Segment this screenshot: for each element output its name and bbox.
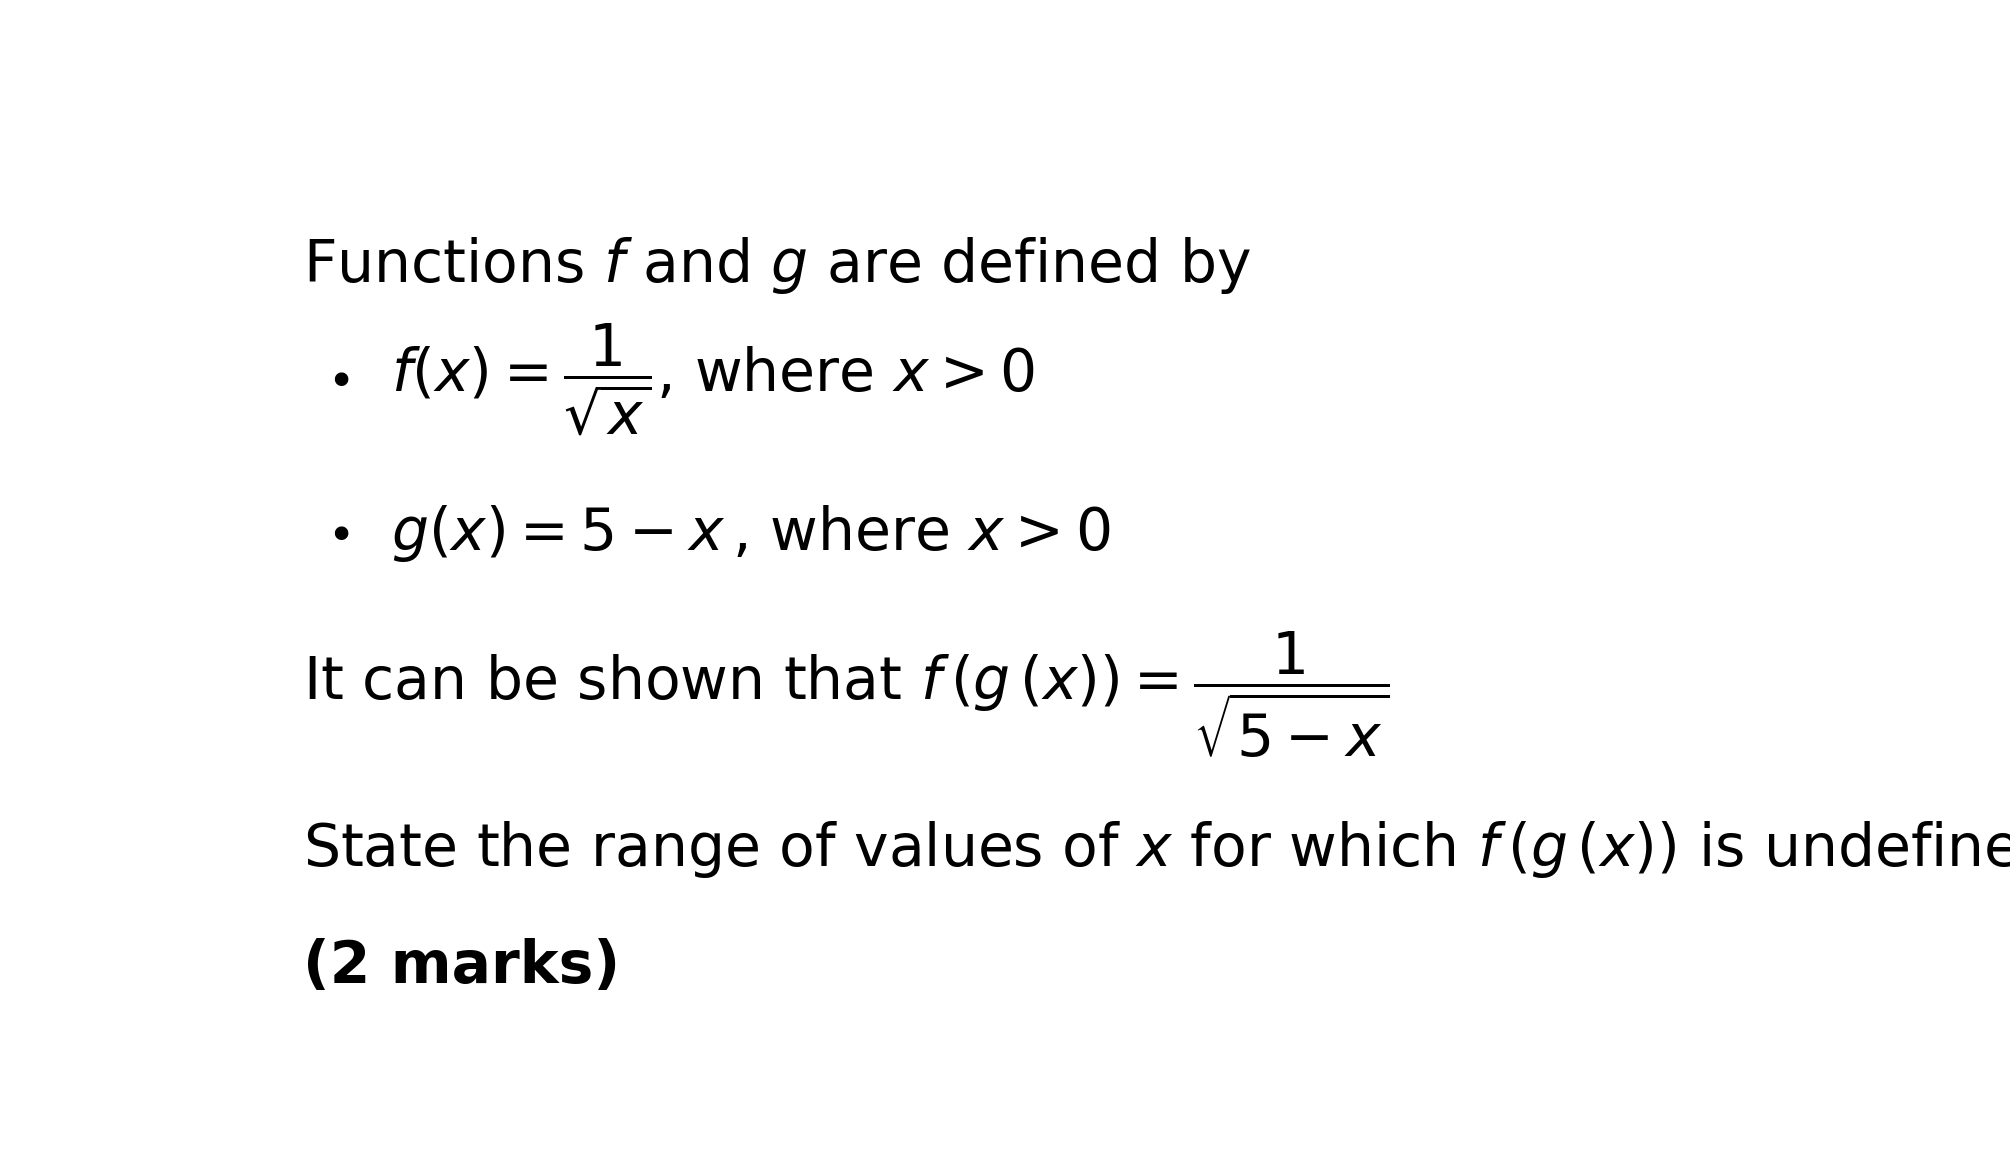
Text: $g(x) = 5 - x\,$, where $x > 0$: $g(x) = 5 - x\,$, where $x > 0$	[392, 503, 1112, 564]
Text: It can be shown that $f\,(g\,(x)) = \dfrac{1}{\sqrt{5-x}}$: It can be shown that $f\,(g\,(x)) = \dfr…	[304, 631, 1389, 761]
Text: Functions $f$ and $g$ are defined by: Functions $f$ and $g$ are defined by	[304, 236, 1250, 297]
Text: $\bullet$: $\bullet$	[326, 357, 350, 402]
Text: (2 marks): (2 marks)	[304, 938, 619, 995]
Text: $\bullet$: $\bullet$	[326, 511, 350, 556]
Text: $f(x) = \dfrac{1}{\sqrt{x}}$, where $x > 0$: $f(x) = \dfrac{1}{\sqrt{x}}$, where $x >…	[392, 321, 1035, 438]
Text: State the range of values of $x$ for which $f\,(g\,(x))$ is undefined.: State the range of values of $x$ for whi…	[304, 818, 2010, 879]
